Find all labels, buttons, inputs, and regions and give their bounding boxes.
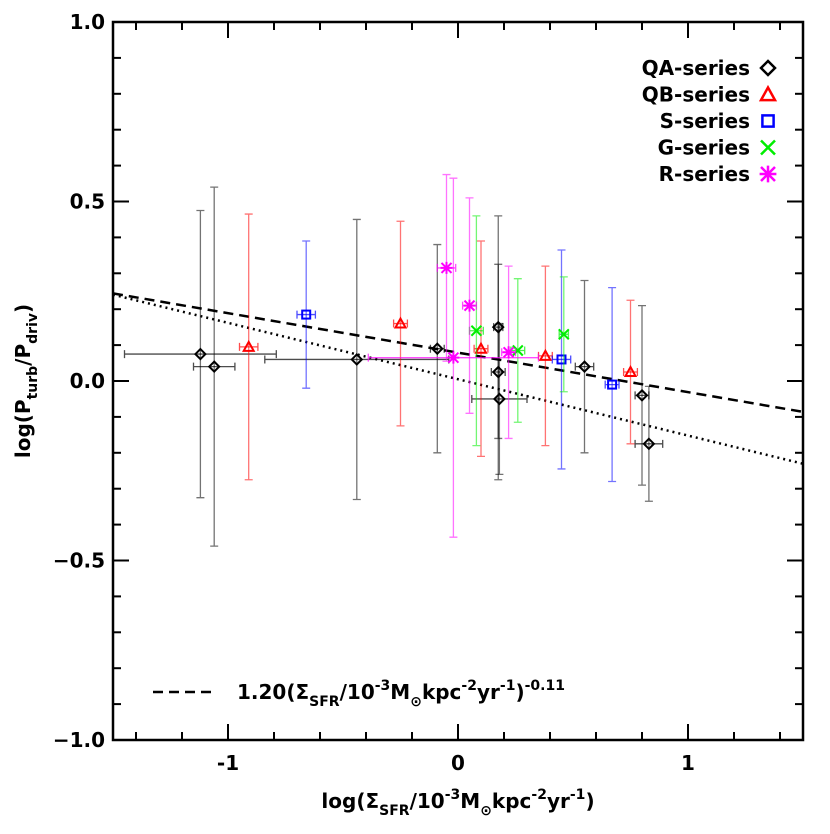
- fit-line: [112, 292, 804, 414]
- x-error-bar: [392, 319, 409, 328]
- x-tick-label: 1: [681, 751, 695, 775]
- fit-label-part: 1.20(Σ: [237, 680, 309, 704]
- y-axis-label-part: ): [11, 304, 35, 313]
- point: [623, 364, 638, 378]
- fit-label-part: M: [390, 680, 410, 704]
- x-axis-label: log(ΣSFR/10-3M⊙kpc-2yr-1): [321, 787, 594, 819]
- point: [502, 346, 515, 359]
- x-error-bar: [634, 439, 664, 448]
- point: [607, 379, 618, 390]
- fit-label: 1.20(ΣSFR/10-3M⊙kpc-2yr-1)-0.11: [237, 678, 565, 710]
- legend-label: QB-series: [642, 83, 750, 107]
- fit-label-part: kpc: [422, 680, 461, 704]
- point: [512, 344, 524, 357]
- x-error-bar: [192, 362, 236, 371]
- y-axis-label-part: driv: [25, 313, 41, 344]
- x-axis-label-part: yr: [547, 789, 570, 813]
- x-tick-label: -1: [217, 751, 239, 775]
- fit-label-part: -0.11: [525, 678, 565, 694]
- y-axis-label-part: turb: [25, 366, 41, 400]
- fit-line: [112, 293, 804, 465]
- x-error-bar: [296, 310, 317, 319]
- y-tick-label: −0.5: [53, 549, 105, 573]
- legend-marker: [758, 84, 778, 102]
- point: [207, 360, 221, 374]
- x-error-bar: [123, 350, 277, 359]
- point: [642, 437, 656, 451]
- fit-label-part: -1: [500, 678, 516, 694]
- fit-label-part: -3: [375, 678, 391, 694]
- y-tick-label: 0.5: [70, 190, 105, 214]
- legend-marker: [759, 59, 777, 77]
- x-error-bar: [622, 368, 639, 377]
- x-axis-label-part: M: [460, 789, 480, 813]
- fit-label-part: SFR: [309, 694, 340, 710]
- fit-label-part: ⊙: [410, 694, 422, 710]
- legend-marker: [760, 139, 776, 156]
- x-axis-label-part: -2: [531, 787, 547, 803]
- y-tick-label: 0.0: [70, 369, 105, 393]
- y-axis-label-part: /P: [11, 344, 35, 366]
- x-tick-label: 0: [451, 751, 465, 775]
- x-axis-label-part: -3: [445, 787, 461, 803]
- point: [491, 365, 505, 379]
- point: [393, 316, 408, 329]
- legend-marker: [761, 114, 775, 128]
- point: [474, 341, 488, 354]
- point: [301, 309, 312, 320]
- legend-label: QA-series: [642, 56, 750, 80]
- x-axis-label-part: SFR: [379, 803, 410, 819]
- point: [430, 342, 444, 356]
- fit-label-part: ): [515, 680, 524, 704]
- point: [193, 347, 207, 361]
- point: [350, 353, 364, 366]
- x-axis-label-part: ⊙: [480, 803, 492, 819]
- x-axis-label-part: kpc: [492, 789, 531, 813]
- point: [578, 360, 591, 374]
- x-error-bar: [238, 342, 259, 351]
- x-axis-label-part: ): [585, 789, 594, 813]
- legend-label: G-series: [658, 136, 750, 160]
- point: [556, 354, 567, 365]
- x-axis-label-part: -1: [570, 787, 586, 803]
- point: [492, 392, 506, 406]
- fit-label-part: yr: [477, 680, 500, 704]
- point: [558, 328, 570, 341]
- legend-label: R-series: [659, 162, 750, 186]
- y-axis-label: log(Pturb/Pdriv): [11, 304, 41, 458]
- point: [242, 339, 256, 352]
- point: [440, 261, 453, 274]
- x-axis-label-part: /10: [410, 789, 445, 813]
- fit-label-part: /10: [340, 680, 375, 704]
- y-axis-label-part: log(P: [11, 399, 35, 458]
- y-tick-label: −1.0: [53, 728, 105, 752]
- x-axis-label-part: log(Σ: [321, 789, 379, 813]
- point: [470, 325, 483, 337]
- point: [538, 348, 553, 361]
- y-tick-label: 1.0: [70, 10, 105, 34]
- point: [635, 388, 649, 402]
- legend-marker: [759, 165, 777, 183]
- point: [463, 299, 476, 312]
- fit-label-part: -2: [461, 678, 477, 694]
- x-error-bar: [551, 355, 572, 364]
- legend-label: S-series: [660, 109, 750, 133]
- point: [447, 351, 460, 364]
